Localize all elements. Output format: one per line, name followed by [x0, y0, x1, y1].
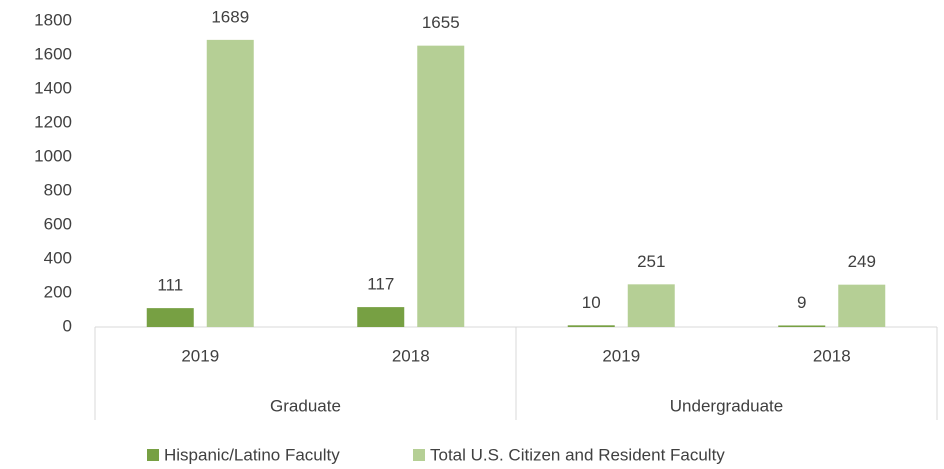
y-tick-label: 1600 [34, 44, 72, 63]
x-tick-label: 2019 [181, 346, 219, 365]
bar [146, 308, 194, 327]
y-tick-label: 1800 [34, 10, 72, 29]
bar [206, 39, 254, 328]
data-label: 1689 [211, 7, 249, 26]
data-label: 9 [797, 293, 806, 312]
y-tick-label: 600 [44, 214, 72, 233]
x-tick-label: 2019 [602, 346, 640, 365]
data-label: 249 [848, 252, 876, 271]
bar [417, 45, 465, 328]
data-label: 1655 [422, 13, 460, 32]
y-tick-label: 1400 [34, 78, 72, 97]
data-label: 251 [637, 252, 665, 271]
y-tick-label: 1000 [34, 146, 72, 165]
legend-label: Hispanic/Latino Faculty [164, 445, 340, 464]
group-label: Graduate [270, 396, 341, 415]
bar [357, 307, 405, 327]
data-label: 10 [582, 293, 601, 312]
y-tick-label: 1200 [34, 112, 72, 131]
x-tick-label: 2018 [813, 346, 851, 365]
bar [567, 325, 615, 327]
bar [627, 284, 675, 327]
x-tick-label: 2018 [392, 346, 430, 365]
data-label: 111 [157, 276, 183, 295]
legend-swatch [413, 449, 425, 461]
y-tick-label: 800 [44, 180, 72, 199]
legend-label: Total U.S. Citizen and Resident Faculty [430, 445, 725, 464]
group-label: Undergraduate [670, 396, 783, 415]
y-tick-label: 0 [63, 316, 72, 335]
bar [778, 325, 826, 327]
y-tick-label: 400 [44, 248, 72, 267]
data-label: 117 [367, 275, 394, 294]
bar [838, 284, 886, 327]
legend-swatch [147, 449, 159, 461]
y-tick-label: 200 [44, 282, 72, 301]
